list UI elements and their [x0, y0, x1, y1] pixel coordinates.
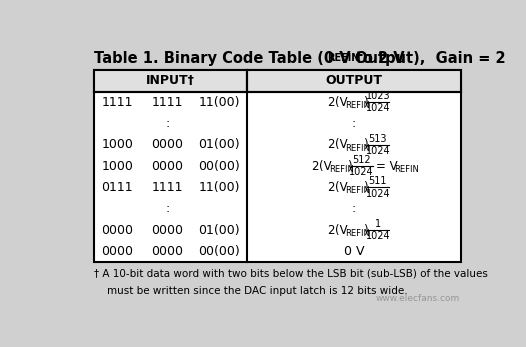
Text: 0000: 0000 [151, 223, 184, 237]
Text: 1024: 1024 [366, 146, 390, 156]
Text: 1000: 1000 [101, 138, 133, 151]
Text: ): ) [363, 96, 368, 109]
Bar [94, 70, 461, 262]
Text: 1111: 1111 [151, 96, 183, 109]
Text: INPUT†: INPUT† [146, 74, 195, 87]
Text: www.elecfans.com: www.elecfans.com [376, 294, 460, 303]
Text: :: : [165, 202, 169, 215]
Text: REFIN: REFIN [345, 186, 370, 195]
Text: :: : [165, 117, 169, 130]
Bar [247, 70, 461, 92]
Text: OUTPUT: OUTPUT [326, 74, 382, 87]
Text: REFIN: REFIN [345, 144, 370, 153]
Text: REFIN: REFIN [394, 165, 419, 174]
Text: (V: (V [335, 181, 348, 194]
Text: 0111: 0111 [102, 181, 133, 194]
Text: 11(00): 11(00) [198, 181, 240, 194]
Text: 0000: 0000 [151, 160, 184, 173]
Text: 1024: 1024 [366, 103, 390, 113]
Text: :: : [352, 117, 356, 130]
Text: ): ) [363, 181, 368, 194]
Text: 1111: 1111 [102, 96, 133, 109]
Text: 1000: 1000 [101, 160, 133, 173]
Text: 1024: 1024 [366, 231, 390, 241]
Text: 1: 1 [375, 219, 381, 229]
Text: REFIN: REFIN [328, 53, 360, 63]
Text: Output),  Gain = 2: Output), Gain = 2 [350, 51, 506, 66]
Text: must be written since the DAC input latch is 12 bits wide.: must be written since the DAC input latc… [94, 286, 408, 296]
Text: ): ) [363, 138, 368, 151]
Text: (V: (V [335, 138, 348, 151]
Text: 0000: 0000 [101, 223, 133, 237]
Text: = V: = V [376, 160, 398, 173]
Text: 00(00): 00(00) [198, 245, 240, 258]
Text: (V: (V [335, 96, 348, 109]
Text: REFIN: REFIN [345, 229, 370, 238]
Text: 01(00): 01(00) [198, 138, 240, 151]
Text: 2: 2 [327, 223, 335, 237]
Text: 513: 513 [369, 134, 387, 144]
Text: 1023: 1023 [366, 91, 390, 101]
Text: 11(00): 11(00) [198, 96, 240, 109]
Text: 0000: 0000 [151, 245, 184, 258]
Text: 511: 511 [369, 176, 387, 186]
Text: :: : [352, 202, 356, 215]
Text: 0000: 0000 [101, 245, 133, 258]
Text: (V: (V [319, 160, 331, 173]
Text: 1111: 1111 [151, 181, 183, 194]
Text: Table 1. Binary Code Table (0 V to 2 V: Table 1. Binary Code Table (0 V to 2 V [94, 51, 405, 66]
Text: REFIN: REFIN [329, 165, 354, 174]
Text: 01(00): 01(00) [198, 223, 240, 237]
Text: 2: 2 [327, 96, 335, 109]
Text: † A 10-bit data word with two bits below the LSB bit (sub-LSB) of the values: † A 10-bit data word with two bits below… [94, 269, 488, 279]
Bar [94, 70, 247, 92]
Text: 2: 2 [311, 160, 319, 173]
Text: 2: 2 [327, 138, 335, 151]
Text: ): ) [347, 160, 351, 173]
Text: 2: 2 [327, 181, 335, 194]
Text: 1024: 1024 [366, 189, 390, 198]
Text: ): ) [363, 223, 368, 237]
Text: (V: (V [335, 223, 348, 237]
Text: REFIN: REFIN [345, 101, 370, 110]
Text: 0000: 0000 [151, 138, 184, 151]
Text: 1024: 1024 [349, 167, 374, 177]
Text: 0 V: 0 V [343, 245, 364, 258]
Text: 512: 512 [352, 155, 371, 165]
Text: 00(00): 00(00) [198, 160, 240, 173]
